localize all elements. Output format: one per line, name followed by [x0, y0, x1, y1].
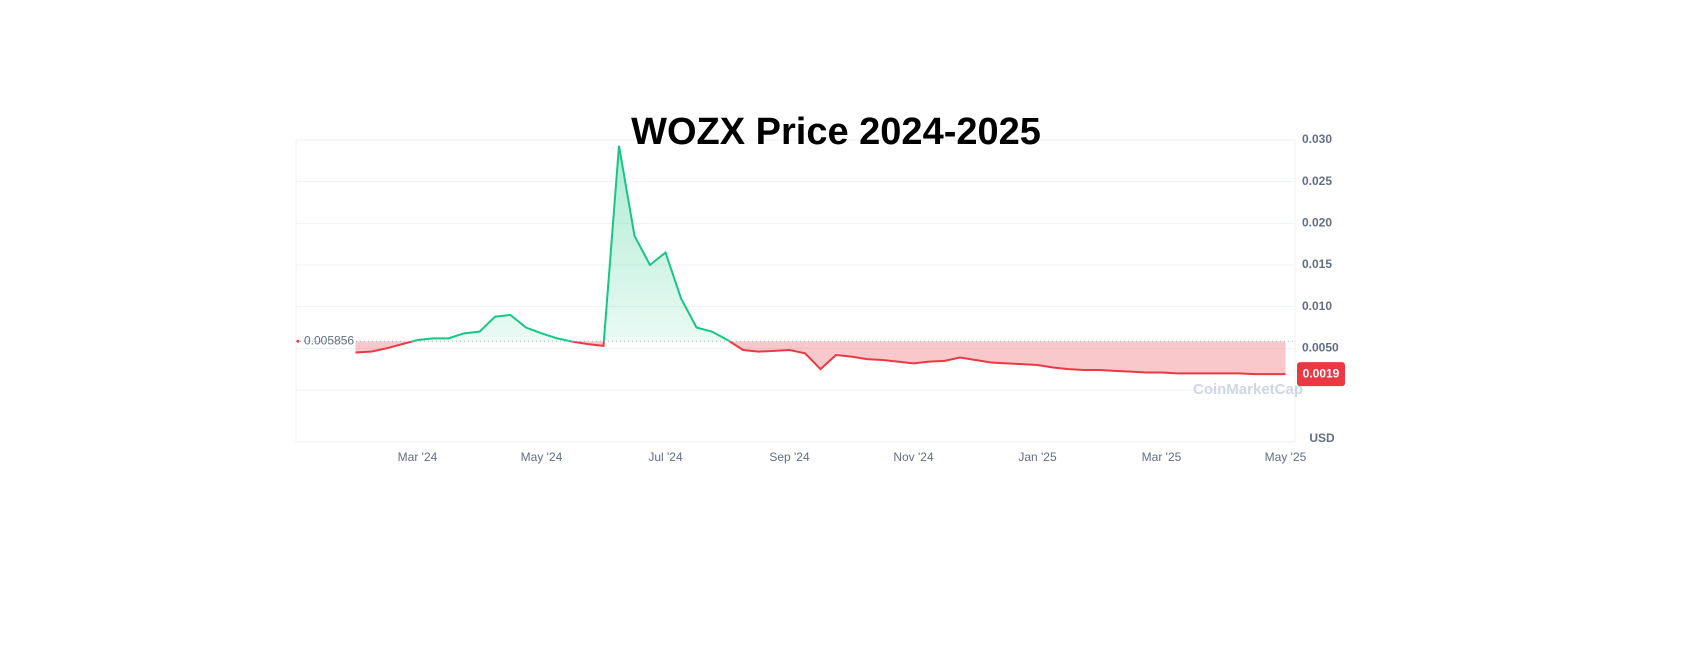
- chart-title: WOZX Price 2024-2025: [631, 111, 1041, 153]
- y-tick-label: 0.025: [1302, 174, 1332, 188]
- x-tick-label: Jan '25: [1018, 450, 1057, 464]
- x-tick-label: Mar '25: [1142, 450, 1182, 464]
- price-line-up: [409, 145, 732, 342]
- x-tick-label: May '24: [521, 450, 563, 464]
- current-price-label: 0.0019: [1303, 366, 1340, 380]
- y-tick-label: 0.010: [1302, 299, 1332, 313]
- x-tick-label: Mar '24: [398, 450, 438, 464]
- x-tick-label: May '25: [1265, 450, 1307, 464]
- y-tick-label: 0.030: [1302, 132, 1332, 146]
- y-tick-label: 0.015: [1302, 257, 1332, 271]
- plot-frame: [295, 139, 1296, 443]
- y-unit: USD: [1309, 431, 1335, 445]
- y-tick-label: 0.0050: [1302, 341, 1339, 355]
- y-tick-label: 0.020: [1302, 216, 1332, 230]
- baseline-dot: [296, 339, 300, 343]
- watermark: CoinMarketCap: [1193, 381, 1303, 398]
- price-line-down: [355, 341, 1286, 376]
- baseline-label: 0.005856: [304, 333, 354, 347]
- x-tick-label: Sep '24: [769, 450, 810, 464]
- area-down: [355, 341, 1286, 375]
- area-up: [355, 145, 1286, 342]
- x-tick-label: Nov '24: [893, 450, 934, 464]
- x-tick-label: Jul '24: [648, 450, 683, 464]
- current-price-box: [1297, 362, 1345, 387]
